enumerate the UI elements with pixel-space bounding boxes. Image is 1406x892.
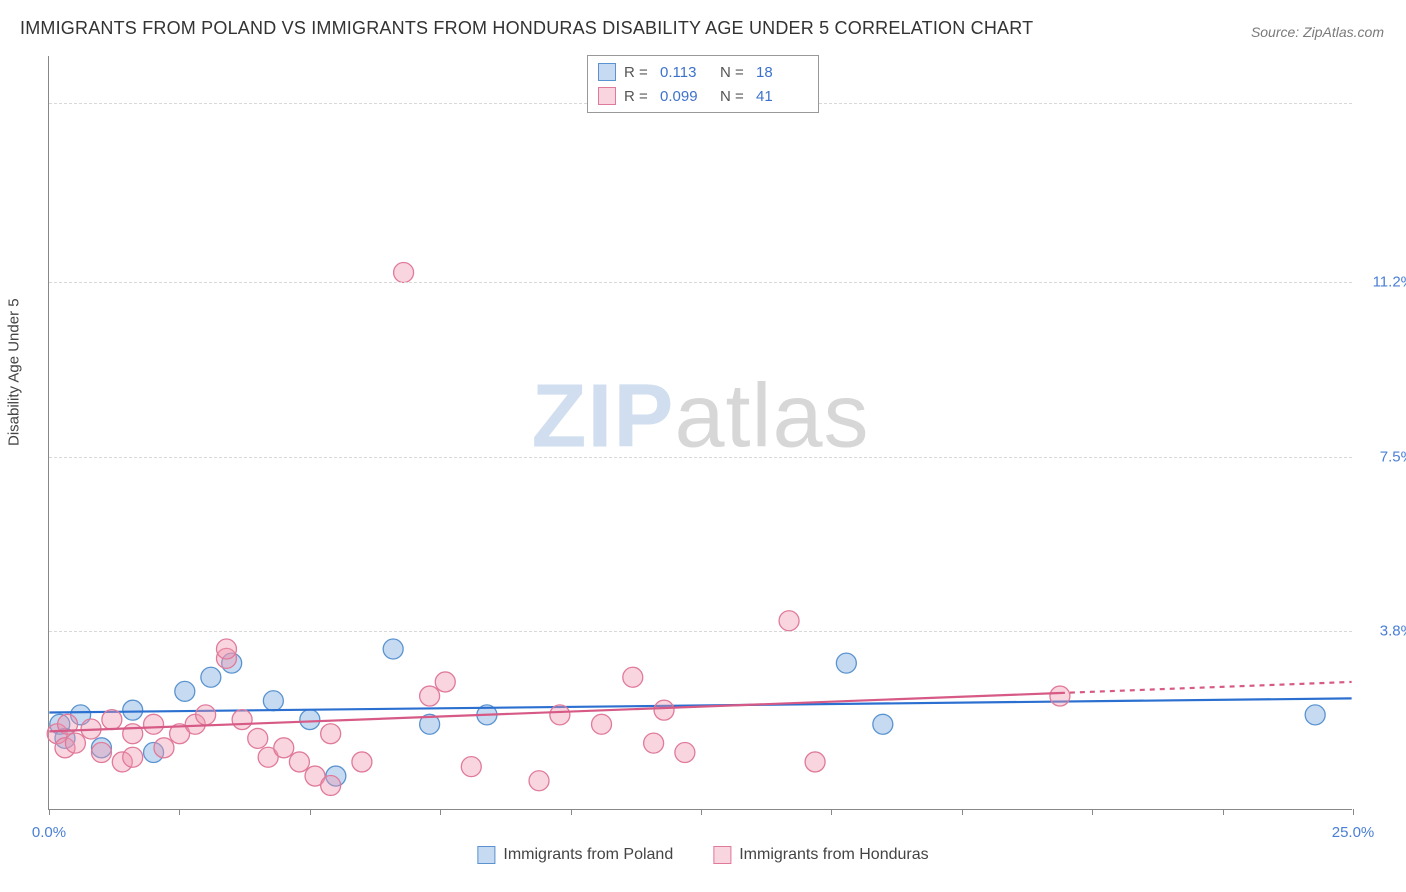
stat-n-label: N = (720, 64, 748, 81)
x-tick (701, 809, 702, 815)
data-point-honduras (420, 686, 440, 706)
data-point-honduras (623, 667, 643, 687)
data-point-honduras (592, 714, 612, 734)
data-point-honduras (289, 752, 309, 772)
x-tick (49, 809, 50, 815)
data-point-honduras (1050, 686, 1070, 706)
swatch-icon (598, 87, 616, 105)
data-point-honduras (394, 263, 414, 283)
stat-r-value: 0.099 (660, 88, 712, 105)
data-point-poland (1305, 705, 1325, 725)
stat-r-label: R = (624, 64, 652, 81)
data-point-honduras (529, 771, 549, 791)
data-point-honduras (102, 710, 122, 730)
gridline (49, 457, 1352, 458)
data-point-poland (201, 667, 221, 687)
stat-n-value: 18 (756, 64, 808, 81)
x-tick (962, 809, 963, 815)
data-point-honduras (232, 710, 252, 730)
legend-label: Immigrants from Poland (503, 846, 673, 864)
data-point-poland (873, 714, 893, 734)
gridline (49, 282, 1352, 283)
data-point-honduras (435, 672, 455, 692)
x-tick (440, 809, 441, 815)
data-point-honduras (154, 738, 174, 758)
swatch-icon (713, 846, 731, 864)
data-point-honduras (274, 738, 294, 758)
data-point-honduras (805, 752, 825, 772)
y-tick-label: 3.8% (1358, 622, 1406, 639)
data-point-honduras (550, 705, 570, 725)
x-tick (179, 809, 180, 815)
data-point-honduras (248, 728, 268, 748)
y-tick-label: 7.5% (1358, 448, 1406, 465)
stat-n-label: N = (720, 88, 748, 105)
data-point-honduras (65, 733, 85, 753)
data-point-honduras (123, 747, 143, 767)
data-point-poland (300, 710, 320, 730)
y-tick-label: 11.2% (1358, 274, 1406, 291)
x-tick (310, 809, 311, 815)
x-tick (831, 809, 832, 815)
data-point-honduras (779, 611, 799, 631)
data-point-honduras (321, 724, 341, 744)
trend-line-dashed-honduras (1060, 682, 1352, 693)
legend-label: Immigrants from Honduras (739, 846, 928, 864)
data-point-poland (175, 681, 195, 701)
stat-r-value: 0.113 (660, 64, 712, 81)
x-tick (1092, 809, 1093, 815)
x-tick (1223, 809, 1224, 815)
x-tick-label: 25.0% (1332, 824, 1375, 841)
stat-n-value: 41 (756, 88, 808, 105)
data-point-honduras (352, 752, 372, 772)
data-point-honduras (123, 724, 143, 744)
data-point-honduras (321, 775, 341, 795)
stat-legend: R = 0.113 N = 18 R = 0.099 N = 41 (587, 55, 819, 113)
x-tick (1353, 809, 1354, 815)
stat-row-poland: R = 0.113 N = 18 (598, 60, 808, 84)
y-axis-label: Disability Age Under 5 (6, 298, 23, 446)
x-tick-label: 0.0% (32, 824, 66, 841)
data-point-poland (263, 691, 283, 711)
data-point-honduras (675, 743, 695, 763)
data-point-honduras (144, 714, 164, 734)
swatch-icon (598, 63, 616, 81)
chart-title: IMMIGRANTS FROM POLAND VS IMMIGRANTS FRO… (20, 18, 1033, 39)
x-tick (571, 809, 572, 815)
data-point-honduras (644, 733, 664, 753)
data-point-poland (383, 639, 403, 659)
data-point-honduras (461, 757, 481, 777)
data-point-honduras (196, 705, 216, 725)
data-point-poland (836, 653, 856, 673)
data-point-honduras (216, 639, 236, 659)
data-point-honduras (654, 700, 674, 720)
series-legend: Immigrants from Poland Immigrants from Ho… (477, 846, 928, 864)
swatch-icon (477, 846, 495, 864)
gridline (49, 631, 1352, 632)
stat-row-honduras: R = 0.099 N = 41 (598, 84, 808, 108)
data-point-poland (123, 700, 143, 720)
legend-item-honduras: Immigrants from Honduras (713, 846, 928, 864)
data-point-honduras (91, 743, 111, 763)
chart-canvas (49, 56, 1352, 809)
legend-item-poland: Immigrants from Poland (477, 846, 673, 864)
source-credit: Source: ZipAtlas.com (1251, 24, 1384, 40)
plot-area: ZIPatlas 3.8%7.5%11.2%0.0%25.0% (48, 56, 1352, 810)
stat-r-label: R = (624, 88, 652, 105)
